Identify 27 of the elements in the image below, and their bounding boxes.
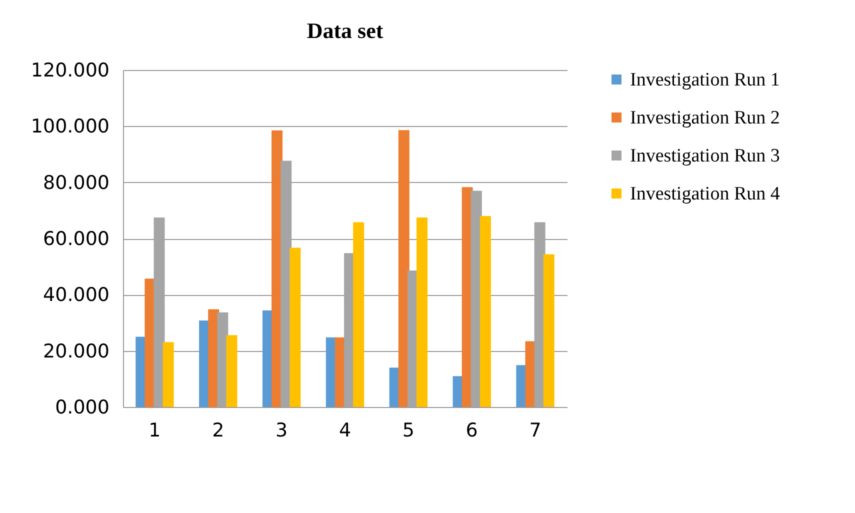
legend-label: Investigation Run 2: [630, 108, 780, 128]
bar: [290, 248, 301, 407]
y-tick-label: 40.000: [43, 284, 110, 306]
bar: [353, 222, 364, 407]
bar: [398, 130, 410, 407]
bar: [226, 335, 238, 407]
x-tick-label: 5: [402, 420, 414, 442]
bar: [480, 216, 491, 407]
bar: [162, 342, 174, 407]
x-tick-label: 1: [148, 420, 161, 442]
x-tick-label: 4: [338, 420, 352, 442]
bar: [543, 254, 554, 407]
legend-label: Investigation Run 4: [630, 184, 780, 204]
legend-label: Investigation Run 3: [630, 146, 780, 166]
y-tick-label: 100.000: [30, 116, 110, 138]
x-tick-label: 7: [529, 420, 542, 442]
y-tick-label: 0.000: [55, 396, 110, 418]
y-tick-label: 80.000: [43, 172, 110, 194]
x-tick-label: 3: [276, 420, 288, 442]
bar: [416, 217, 428, 407]
x-tick-label: 6: [466, 420, 478, 442]
x-tick-label: 2: [212, 420, 224, 442]
y-tick-label: 60.000: [43, 228, 110, 250]
legend-label: Investigation Run 1: [630, 70, 780, 90]
y-tick-label: 120.000: [30, 60, 110, 82]
chart-title: Data set: [306, 18, 384, 43]
y-tick-label: 20.000: [43, 340, 110, 362]
